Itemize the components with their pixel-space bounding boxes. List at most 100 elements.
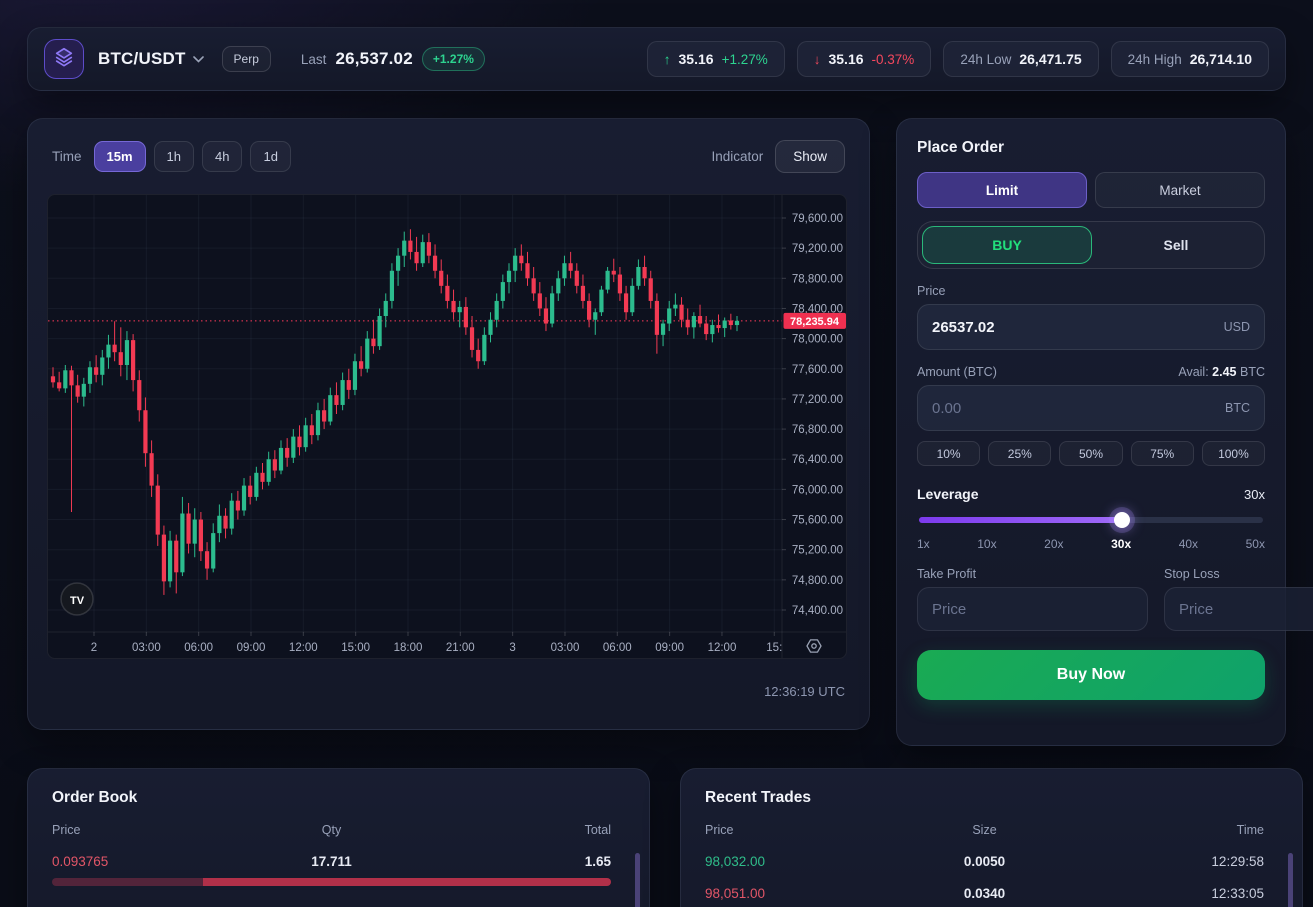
col-time: Time — [1236, 823, 1264, 837]
percent-100[interactable]: 100% — [1201, 441, 1266, 466]
order-type-tabs: Limit Market — [917, 172, 1265, 208]
amount-unit: BTC — [1225, 401, 1250, 415]
svg-text:12:00: 12:00 — [289, 642, 318, 654]
scrollbar-thumb[interactable] — [635, 853, 640, 907]
order-book-panel: Order Book Price Qty Total 0.093765 17.7… — [27, 768, 650, 907]
stat-card-24h-low: 24h Low 26,471.75 — [943, 41, 1099, 77]
arrow-down-icon: ↓ — [813, 51, 821, 67]
svg-text:15:00: 15:00 — [341, 642, 370, 654]
stat-label: 24h High — [1127, 51, 1182, 67]
timeframe-1h[interactable]: 1h — [153, 141, 194, 172]
percent-75[interactable]: 75% — [1130, 441, 1194, 466]
price-unit: USD — [1223, 320, 1250, 334]
trade-row[interactable]: 98,051.00 0.0340 12:33:05 — [705, 886, 1278, 901]
mark-50x: 50x — [1245, 537, 1265, 551]
table-header: Price Size Time — [705, 823, 1278, 837]
svg-text:03:00: 03:00 — [551, 642, 580, 654]
layers-icon — [53, 46, 75, 73]
ask-total: 1.65 — [584, 854, 611, 869]
sell-tab[interactable]: Sell — [1163, 237, 1189, 253]
ask-qty: 17.711 — [311, 854, 352, 869]
trade-row[interactable]: 98,032.00 0.0050 12:29:58 — [705, 854, 1278, 869]
timeframe-15m[interactable]: 15m — [93, 141, 146, 172]
stat-value: 35.16 — [828, 51, 864, 67]
pair-selector[interactable]: BTC/USDT — [98, 49, 186, 69]
svg-text:21:00: 21:00 — [446, 642, 475, 654]
svg-text:79,600.00: 79,600.00 — [792, 213, 843, 225]
timeframe-1d[interactable]: 1d — [250, 141, 291, 172]
indicator-show-button[interactable]: Show — [775, 140, 845, 173]
stat-card-down: ↓ 35.16 -0.37% — [796, 41, 932, 77]
tab-market[interactable]: Market — [1095, 172, 1265, 208]
amount-input[interactable] — [932, 399, 1217, 417]
trade-price: 98,051.00 — [705, 886, 766, 901]
leverage-value: 30x — [1244, 486, 1265, 502]
timeframe-group: 15m 1h 4h 1d — [93, 141, 291, 172]
svg-text:78,235.94: 78,235.94 — [790, 316, 840, 328]
svg-text:78,000.00: 78,000.00 — [792, 334, 843, 346]
leverage-slider[interactable] — [917, 512, 1265, 528]
ask-price: 0.093765 — [52, 854, 109, 869]
svg-text:77,200.00: 77,200.00 — [792, 394, 843, 406]
svg-text:78,400.00: 78,400.00 — [792, 303, 843, 315]
timeframe-4h[interactable]: 4h — [202, 141, 243, 172]
percent-buttons: 10% 25% 50% 75% 100% — [917, 441, 1266, 466]
last-label: Last — [300, 51, 327, 67]
stat-delta: -0.37% — [871, 51, 915, 67]
trade-size: 0.0050 — [963, 854, 1006, 869]
svg-text:76,000.00: 76,000.00 — [792, 484, 843, 496]
mark-1x: 1x — [917, 537, 930, 551]
price-field-box: USD — [917, 304, 1265, 350]
chevron-down-icon[interactable] — [192, 55, 204, 63]
svg-text:15:: 15: — [766, 642, 782, 654]
svg-text:79,200.00: 79,200.00 — [792, 243, 843, 255]
place-order-panel: Place Order Limit Market BUY Sell Price … — [896, 118, 1313, 746]
stop-loss-label: Stop Loss — [1164, 567, 1220, 581]
leverage-label: Leverage — [917, 486, 979, 502]
svg-text:3: 3 — [509, 642, 515, 654]
amount-field-box: BTC — [917, 385, 1265, 431]
stat-card-up: ↑ 35.16 +1.27% — [646, 41, 785, 77]
indicator-label: Indicator — [711, 149, 764, 164]
depth-bar — [52, 878, 611, 886]
stop-loss-input[interactable] — [1179, 600, 1313, 618]
svg-text:TV: TV — [70, 595, 85, 607]
svg-text:09:00: 09:00 — [655, 642, 684, 654]
pair-label: BTC/USDT — [98, 49, 186, 68]
candlestick-chart[interactable]: 2 03:00 06:00 09:00 12:00 15:00 18:00 21:00 3 03:… — [47, 194, 847, 659]
take-profit-box — [917, 587, 1148, 631]
mark-20x: 20x — [1044, 537, 1064, 551]
leverage-marks: 1x 10x 20x 30x 40x 50x — [917, 537, 1265, 551]
depth-segment-dark — [52, 878, 203, 886]
svg-text:74,400.00: 74,400.00 — [792, 605, 843, 617]
depth-segment-bright — [202, 878, 611, 886]
utc-clock: 12:36:19 UTC — [764, 684, 845, 699]
app-logo — [44, 39, 84, 79]
price-label: Price — [917, 284, 946, 298]
svg-text:74,800.00: 74,800.00 — [792, 575, 843, 587]
percent-25[interactable]: 25% — [988, 441, 1052, 466]
time-label: Time — [52, 149, 82, 164]
percent-50[interactable]: 50% — [1059, 441, 1123, 466]
svg-text:78,800.00: 78,800.00 — [792, 273, 843, 285]
percent-10[interactable]: 10% — [917, 441, 981, 466]
buy-now-button[interactable]: Buy Now — [917, 650, 1265, 700]
stat-card-24h-high: 24h High 26,714.10 — [1110, 41, 1269, 77]
take-profit-label: Take Profit — [917, 567, 977, 581]
slider-thumb[interactable] — [1114, 512, 1131, 528]
take-profit-input[interactable] — [932, 600, 1133, 618]
svg-text:76,800.00: 76,800.00 — [792, 424, 843, 436]
last-price: 26,537.02 — [335, 49, 413, 68]
svg-text:06:00: 06:00 — [184, 642, 213, 654]
header-bar: BTC/USDT Perp Last 26,537.02 +1.27% ↑ 35… — [27, 27, 1286, 91]
tab-limit[interactable]: Limit — [917, 172, 1087, 208]
price-input[interactable] — [932, 318, 1216, 336]
stats-group: ↑ 35.16 +1.27% ↓ 35.16 -0.37% 24h Low 26… — [646, 41, 1269, 77]
stat-value: 26,714.10 — [1189, 51, 1252, 67]
scrollbar-thumb[interactable] — [1288, 853, 1293, 907]
available-balance: Avail: 2.45 BTC — [1178, 365, 1265, 379]
trade-size: 0.0340 — [963, 886, 1006, 901]
order-book-row[interactable]: 0.093765 17.711 1.65 — [52, 854, 625, 869]
col-price: Price — [705, 823, 734, 837]
buy-tab[interactable]: BUY — [922, 226, 1092, 264]
